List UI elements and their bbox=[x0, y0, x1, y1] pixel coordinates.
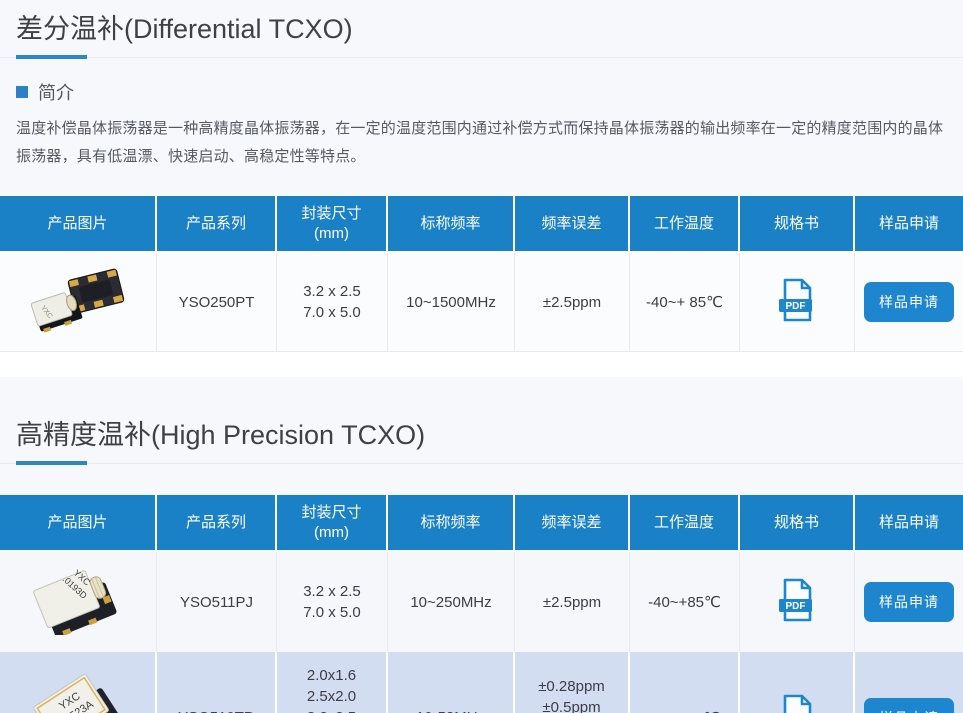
datasheet-cell: PDF bbox=[740, 652, 855, 713]
nominal-frequency: 10~1500MHz bbox=[388, 253, 515, 352]
page-title: 差分温补(Differential TCXO) bbox=[16, 14, 353, 44]
sample-request-cell: 样品申请 bbox=[855, 552, 963, 652]
intro-heading: 简介 bbox=[16, 79, 947, 105]
sample-request-button[interactable]: 样品申请 bbox=[864, 582, 954, 622]
col-header-package-size: 封装尺寸 (mm) bbox=[277, 495, 388, 552]
nominal-frequency: 10-52MHz bbox=[388, 652, 515, 713]
pdf-download-icon[interactable]: PDF bbox=[776, 277, 818, 327]
package-size-line: 7.0 x 5.0 bbox=[303, 604, 361, 621]
operating-temperature: -40~+85℃ bbox=[630, 552, 740, 652]
page-title-high-precision: 高精度温补(High Precision TCXO) bbox=[16, 420, 426, 450]
square-bullet-icon bbox=[16, 86, 28, 98]
col-header-package-size-line2: (mm) bbox=[314, 523, 349, 541]
pdf-icon-label: PDF bbox=[786, 601, 806, 612]
intro-label: 简介 bbox=[38, 83, 74, 103]
table-block-differential: 产品图片 产品系列 封装尺寸 (mm) 标称频率 频率误差 工作温度 规格书 样… bbox=[0, 196, 963, 377]
package-size-line: 7.0 x 5.0 bbox=[303, 304, 361, 321]
datasheet-cell: PDF bbox=[740, 552, 855, 652]
title-divider-accent bbox=[16, 461, 87, 465]
col-header-operating-temperature: 工作温度 bbox=[630, 196, 740, 253]
nominal-frequency: 10~250MHz bbox=[388, 552, 515, 652]
pdf-icon-label: PDF bbox=[786, 301, 806, 312]
frequency-error-line: ±0.28ppm bbox=[538, 677, 605, 695]
table-row: YXC •2523A YSO510TP 2.0x1.6 2.5x2.0 3.2x… bbox=[0, 652, 963, 713]
product-image-cell: YXC .0193D bbox=[0, 552, 157, 652]
package-size-cell: 3.2 x 2.5 7.0 x 5.0 bbox=[277, 552, 388, 652]
col-header-nominal-frequency: 标称频率 bbox=[388, 495, 515, 552]
package-size-line: 3.2 x 2.5 bbox=[303, 283, 361, 300]
col-header-package-size-line1: 封装尺寸 bbox=[301, 204, 362, 222]
table-header-row: 产品图片 产品系列 封装尺寸 (mm) 标称频率 频率误差 工作温度 规格书 样… bbox=[0, 196, 963, 253]
product-table-differential: 产品图片 产品系列 封装尺寸 (mm) 标称频率 频率误差 工作温度 规格书 样… bbox=[0, 196, 963, 352]
package-size-line: 2.0x1.6 bbox=[306, 667, 357, 684]
col-header-product-series: 产品系列 bbox=[157, 196, 277, 253]
col-header-operating-temperature: 工作温度 bbox=[630, 495, 740, 552]
product-image-yso250pt: YXC bbox=[30, 268, 125, 333]
col-header-frequency-error: 频率误差 bbox=[515, 196, 630, 253]
package-size-cell: 2.0x1.6 2.5x2.0 3.2x2.5 5.0x3.2 7.0x5.0 bbox=[277, 652, 388, 713]
product-series: YSO250PT bbox=[157, 253, 277, 352]
col-header-sample-request: 样品申请 bbox=[855, 196, 963, 253]
title-divider bbox=[0, 461, 963, 465]
col-header-product-image: 产品图片 bbox=[0, 495, 157, 552]
product-table-high-precision: 产品图片 产品系列 封装尺寸 (mm) 标称频率 频率误差 工作温度 规格书 样… bbox=[0, 495, 963, 713]
product-series: YSO510TP bbox=[157, 652, 277, 713]
frequency-error-line: ±2.5ppm bbox=[542, 593, 602, 611]
sample-request-cell: 样品申请 bbox=[855, 253, 963, 352]
pdf-download-icon[interactable]: PDF bbox=[776, 577, 818, 627]
col-header-package-size-line2: (mm) bbox=[314, 224, 349, 242]
frequency-error-cell: ±0.28ppm ±0.5ppm ±1.5ppm ±2.5ppm bbox=[515, 652, 630, 713]
section-differential-tcxo: 差分温补(Differential TCXO) 简介 温度补偿晶体振荡器是一种高… bbox=[0, 14, 963, 377]
package-size-line: 2.5x2.0 bbox=[306, 688, 357, 705]
package-size-cell: 3.2 x 2.5 7.0 x 5.0 bbox=[277, 253, 388, 352]
title-divider-accent bbox=[16, 55, 87, 59]
product-image-yso511pj: YXC .0193D bbox=[33, 568, 117, 635]
table-row: YXC .0193D YSO511PJ bbox=[0, 552, 963, 652]
section-high-precision-tcxo: 高精度温补(High Precision TCXO) 产品图片 产品系列 封装尺… bbox=[0, 377, 963, 713]
sample-request-cell: 样品申请 bbox=[855, 652, 963, 713]
title-divider bbox=[0, 55, 963, 59]
package-size-line: 3.2x2.5 bbox=[283, 707, 380, 713]
table-row: YXC YSO250PT 3.2 x 2.5 7.0 x 5.0 10~1500… bbox=[0, 253, 963, 352]
col-header-frequency-error: 频率误差 bbox=[515, 495, 630, 552]
col-header-product-image: 产品图片 bbox=[0, 196, 157, 253]
pdf-download-icon[interactable]: PDF bbox=[776, 693, 818, 713]
frequency-error-cell: ±2.5ppm bbox=[515, 552, 630, 652]
package-size-line: 3.2 x 2.5 bbox=[303, 583, 361, 600]
frequency-error-line: ±0.5ppm bbox=[542, 698, 601, 713]
table-header-row: 产品图片 产品系列 封装尺寸 (mm) 标称频率 频率误差 工作温度 规格书 样… bbox=[0, 495, 963, 552]
col-header-nominal-frequency: 标称频率 bbox=[388, 196, 515, 253]
operating-temperature: -40~+ 85℃ bbox=[630, 253, 740, 352]
product-image-yso510tp: YXC •2523A bbox=[32, 673, 124, 713]
frequency-error-cell: ±2.5ppm bbox=[515, 253, 630, 352]
intro-paragraph: 温度补偿晶体振荡器是一种高精度晶体振荡器，在一定的温度范围内通过补偿方式而保持晶… bbox=[16, 120, 944, 165]
col-header-datasheet: 规格书 bbox=[740, 196, 855, 253]
col-header-package-size-line1: 封装尺寸 bbox=[301, 503, 362, 521]
col-header-datasheet: 规格书 bbox=[740, 495, 855, 552]
frequency-error-line: ±2.5ppm bbox=[542, 293, 602, 311]
sample-request-button[interactable]: 样品申请 bbox=[864, 282, 954, 322]
product-series: YSO511PJ bbox=[157, 552, 277, 652]
sample-request-button[interactable]: 样品申请 bbox=[864, 697, 954, 713]
product-image-cell: YXC •2523A bbox=[0, 652, 157, 713]
col-header-sample-request: 样品申请 bbox=[855, 495, 963, 552]
operating-temperature: -40~+85℃ bbox=[630, 652, 740, 713]
col-header-package-size: 封装尺寸 (mm) bbox=[277, 196, 388, 253]
product-image-cell: YXC bbox=[0, 253, 157, 352]
datasheet-cell: PDF bbox=[740, 253, 855, 352]
col-header-product-series: 产品系列 bbox=[157, 495, 277, 552]
